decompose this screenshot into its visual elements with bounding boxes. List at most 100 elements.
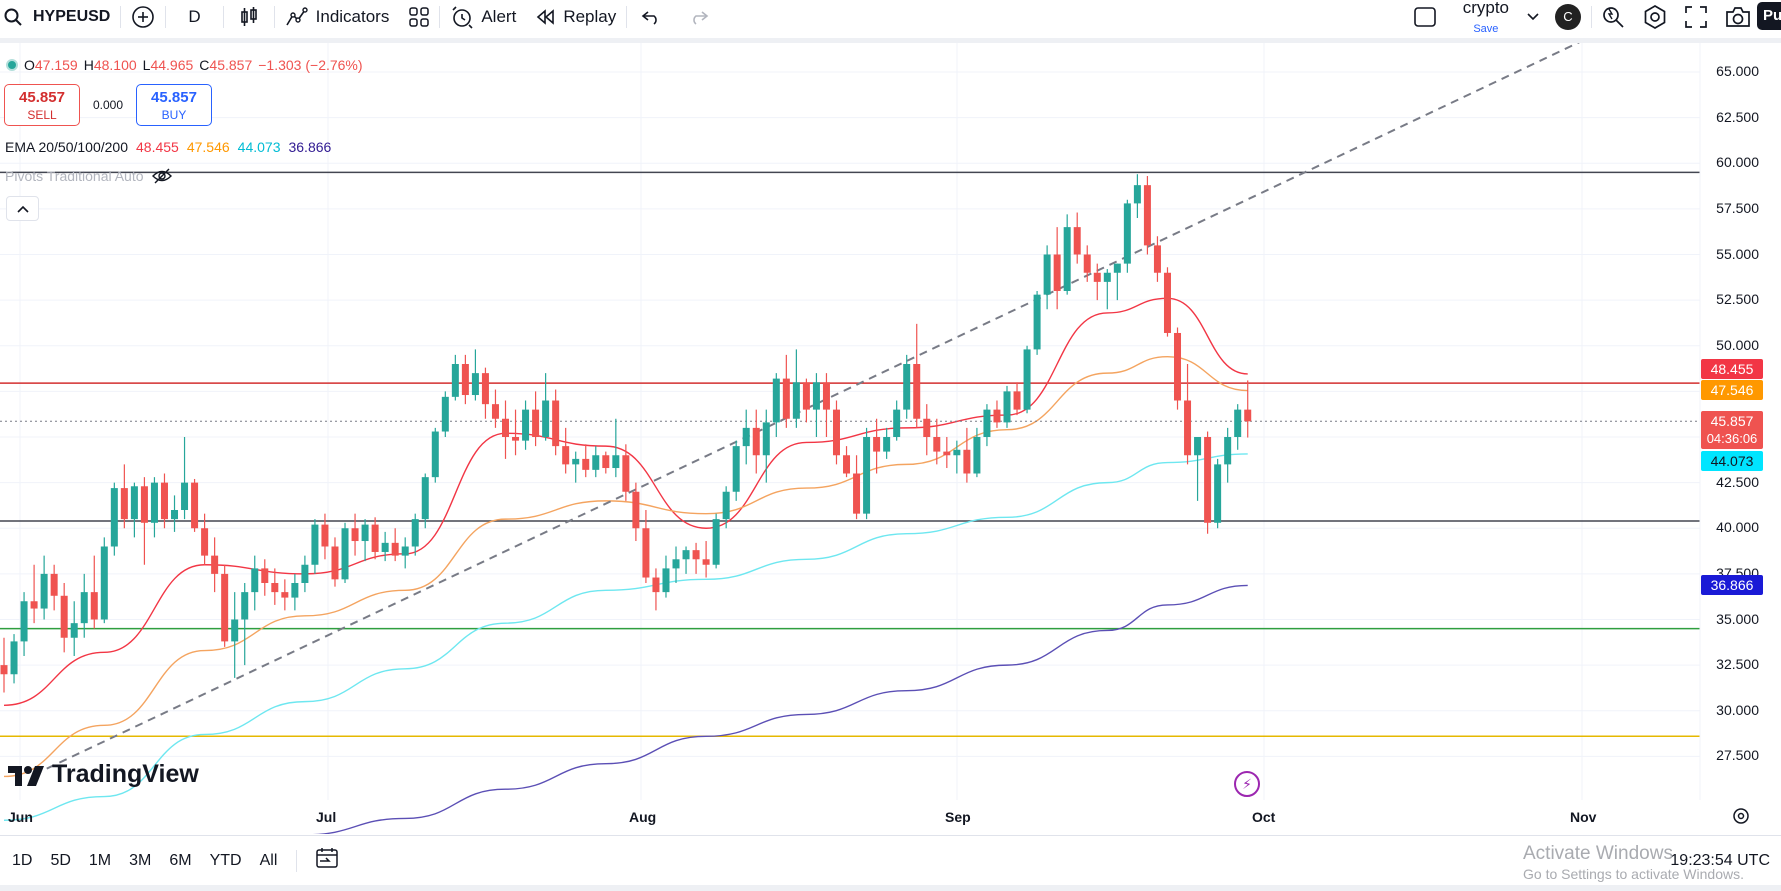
candle bbox=[140, 477, 148, 565]
bottom-toolbar: 1D 5D 1M 3M 6M YTD All 19:23:54 UTC bbox=[0, 835, 1781, 885]
candle-body bbox=[100, 546, 108, 620]
buy-button[interactable]: 45.857 BUY bbox=[136, 84, 212, 126]
alert-button[interactable]: Alert bbox=[440, 0, 526, 33]
camera-icon bbox=[1726, 6, 1750, 27]
market-status-dot[interactable] bbox=[6, 59, 18, 71]
candle-body bbox=[130, 486, 138, 520]
candle bbox=[522, 400, 530, 450]
fullscreen-button[interactable] bbox=[1676, 0, 1716, 33]
candle-body bbox=[903, 364, 911, 410]
range-button-ytd[interactable]: YTD bbox=[209, 851, 242, 869]
candle bbox=[1214, 458, 1222, 529]
candle bbox=[502, 400, 509, 459]
candle-body bbox=[1123, 203, 1131, 264]
candle-body bbox=[652, 577, 660, 593]
candle-body bbox=[1003, 391, 1011, 423]
grid-icon bbox=[409, 6, 430, 27]
candle-body bbox=[391, 542, 399, 556]
candle-body bbox=[883, 437, 891, 452]
snapshot-button[interactable] bbox=[1716, 0, 1781, 33]
interval-button[interactable]: D bbox=[166, 0, 222, 33]
publish-button[interactable]: Pu bbox=[1757, 2, 1781, 30]
candle-body bbox=[1043, 254, 1051, 295]
toolbar-divider bbox=[1591, 5, 1592, 28]
indicators-button[interactable]: Indicators bbox=[275, 0, 400, 33]
sell-button[interactable]: 45.857 SELL bbox=[4, 84, 80, 126]
chart-type-button[interactable] bbox=[224, 0, 274, 33]
bolt-icon[interactable]: ⚡ bbox=[1234, 771, 1260, 797]
candle bbox=[311, 519, 319, 574]
account-button[interactable]: C bbox=[1545, 0, 1591, 33]
candle-body bbox=[592, 455, 600, 470]
price-tick-label: 40.000 bbox=[1716, 519, 1759, 536]
candle-body bbox=[271, 583, 279, 593]
ema-legend[interactable]: EMA 20/50/100/200 48.455 47.546 44.073 3… bbox=[5, 139, 331, 155]
axis-settings-icon[interactable] bbox=[1732, 807, 1750, 825]
candle-body bbox=[562, 446, 570, 465]
symbol-search[interactable]: HYPEUSD bbox=[0, 0, 120, 33]
candle bbox=[291, 573, 299, 611]
candle-body bbox=[1053, 254, 1061, 291]
candle bbox=[1163, 267, 1171, 337]
go-to-date-button[interactable] bbox=[307, 847, 347, 874]
candle bbox=[441, 391, 449, 437]
price-tick-label: 35.000 bbox=[1716, 610, 1759, 627]
price-chart[interactable] bbox=[0, 43, 1781, 834]
range-button-5d[interactable]: 5D bbox=[50, 851, 71, 869]
utc-clock[interactable]: 19:23:54 UTC bbox=[1670, 852, 1770, 869]
candle-body bbox=[60, 595, 68, 638]
price-tick-label: 57.500 bbox=[1716, 199, 1759, 216]
candle-body bbox=[802, 382, 810, 410]
candle-body bbox=[1093, 272, 1101, 282]
settings-button[interactable] bbox=[1634, 0, 1676, 33]
candle-body bbox=[822, 382, 830, 410]
layout-name-button[interactable]: crypto Save bbox=[1451, 0, 1521, 34]
layout-menu-button[interactable] bbox=[1521, 0, 1545, 33]
candle bbox=[60, 583, 68, 653]
range-button-1m[interactable]: 1M bbox=[88, 851, 112, 869]
candle-body bbox=[0, 665, 8, 675]
layout-toggle-button[interactable] bbox=[1399, 0, 1451, 33]
candle bbox=[632, 482, 640, 542]
collapse-legend-button[interactable] bbox=[6, 196, 39, 221]
candle bbox=[451, 354, 459, 401]
toolbar-divider bbox=[165, 5, 167, 28]
eye-crossed-icon[interactable] bbox=[151, 168, 172, 184]
candle bbox=[1133, 174, 1141, 218]
compare-button[interactable] bbox=[121, 0, 165, 33]
range-button-1d[interactable]: 1D bbox=[12, 851, 33, 869]
bottom-divider bbox=[296, 849, 298, 872]
candle-body bbox=[742, 427, 750, 447]
candle bbox=[110, 482, 118, 556]
replay-button[interactable]: Replay bbox=[526, 0, 626, 33]
range-button-6m[interactable]: 6M bbox=[169, 851, 192, 869]
price-tick-label: 32.500 bbox=[1716, 656, 1759, 673]
candle bbox=[923, 404, 931, 456]
candle bbox=[933, 418, 941, 465]
candle bbox=[401, 537, 409, 569]
candle-body bbox=[221, 573, 229, 642]
redo-button[interactable] bbox=[675, 0, 723, 33]
range-button-3m[interactable]: 3M bbox=[129, 851, 152, 869]
ema-label: EMA 20/50/100/200 bbox=[5, 139, 128, 155]
pivots-legend[interactable]: Pivots Traditional Auto bbox=[5, 168, 172, 184]
candle-body bbox=[40, 573, 48, 609]
candles-icon bbox=[240, 6, 257, 26]
top-toolbar: HYPEUSD D Indicators Alert Replay crypto… bbox=[0, 0, 1781, 34]
candle bbox=[50, 564, 58, 611]
candle-body bbox=[231, 619, 239, 642]
trade-panel: 45.857 SELL 0.000 45.857 BUY bbox=[4, 84, 212, 126]
candle bbox=[983, 404, 991, 447]
quick-search-button[interactable] bbox=[1592, 0, 1634, 33]
undo-button[interactable] bbox=[627, 0, 675, 33]
low-value: 44.965 bbox=[150, 57, 194, 73]
candle bbox=[70, 601, 78, 656]
candle-body bbox=[1013, 391, 1021, 410]
toolbar-divider bbox=[273, 5, 275, 28]
high-value: 48.100 bbox=[93, 57, 137, 73]
templates-button[interactable] bbox=[399, 0, 439, 33]
buy-price: 45.857 bbox=[151, 89, 197, 106]
candle-body bbox=[261, 568, 269, 583]
candle bbox=[130, 482, 138, 538]
range-button-all[interactable]: All bbox=[259, 851, 278, 869]
